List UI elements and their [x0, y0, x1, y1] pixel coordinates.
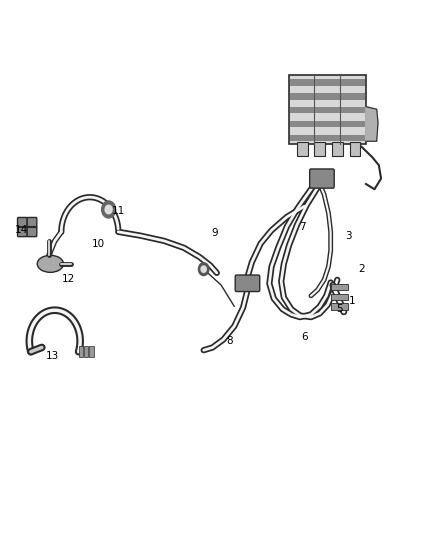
Bar	[290, 121, 365, 127]
Text: 12: 12	[62, 274, 75, 284]
Circle shape	[198, 263, 209, 276]
Text: 3: 3	[345, 231, 352, 240]
Text: 13: 13	[46, 351, 59, 361]
Bar	[331, 294, 348, 300]
Text: 9: 9	[211, 229, 218, 238]
Circle shape	[102, 201, 116, 218]
Bar	[84, 346, 88, 357]
Bar	[297, 142, 308, 156]
Text: 11: 11	[112, 206, 125, 215]
Bar	[79, 346, 83, 357]
FancyBboxPatch shape	[235, 275, 260, 292]
Bar	[290, 79, 365, 86]
Bar	[289, 75, 366, 144]
Text: 8: 8	[226, 336, 233, 346]
Bar	[332, 142, 343, 156]
Text: 10: 10	[92, 239, 105, 249]
Bar	[331, 303, 348, 310]
Text: 1: 1	[349, 296, 356, 306]
Polygon shape	[366, 107, 378, 141]
Bar	[89, 346, 94, 357]
Text: 2: 2	[358, 264, 365, 274]
Ellipse shape	[37, 255, 64, 272]
Circle shape	[105, 205, 112, 214]
FancyBboxPatch shape	[18, 217, 27, 237]
Text: 6: 6	[301, 332, 308, 342]
FancyBboxPatch shape	[27, 217, 37, 237]
Bar	[331, 284, 348, 290]
Circle shape	[201, 266, 206, 272]
Text: 7: 7	[299, 222, 306, 231]
Bar	[290, 107, 365, 114]
Text: 5: 5	[336, 304, 343, 314]
Bar	[290, 93, 365, 100]
FancyBboxPatch shape	[310, 169, 334, 188]
Bar	[290, 135, 365, 141]
Bar	[350, 142, 360, 156]
Text: 14: 14	[14, 225, 28, 235]
Bar	[314, 142, 325, 156]
